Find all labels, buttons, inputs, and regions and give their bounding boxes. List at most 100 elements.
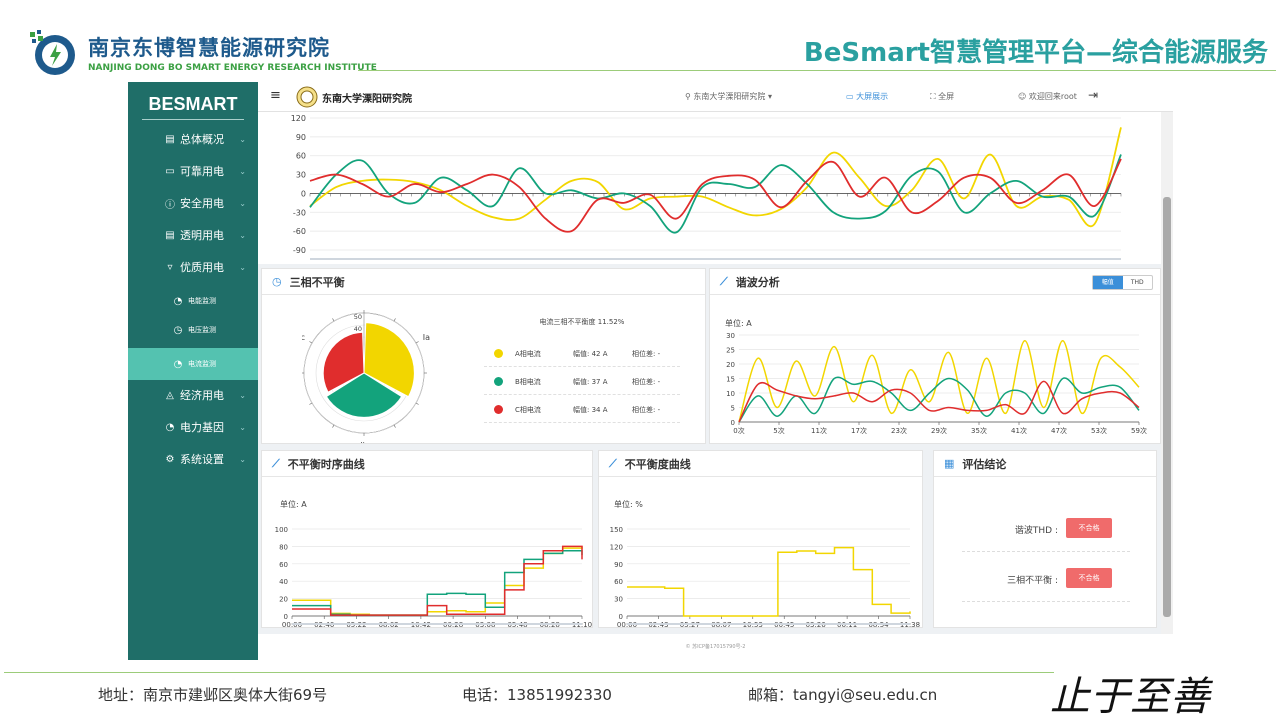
y-tick-label: 60 [296,152,306,161]
sidebar-item-label: 透明用电 [180,229,224,242]
calendar-icon: ▤ [165,133,175,145]
sidebar-item-label: 系统设置 [180,453,224,466]
org-name-cn: 南京东博智慧能源研究院 [88,36,330,60]
gear-icon: ⚙ [165,453,175,465]
radial-bar-ia [363,322,415,398]
scroll-thumb[interactable] [1163,197,1171,617]
x-tick-label: 11次 [811,426,827,435]
sidebar-item-label: 经济用电 [180,389,224,402]
sidebar-item-label: 电流监测 [188,360,216,368]
series-line-2 [309,154,1122,234]
phase-dot-icon [494,377,503,386]
polar-tick [332,424,335,428]
phase-amplitude: 幅值: 34 A [573,406,608,414]
y-tick-label: 60 [614,578,623,586]
line-chart-icon: ⟋ [609,456,617,470]
polar-tick [309,341,313,344]
radial-bar-ib [325,372,403,418]
top-bar: ≡ 东南大学溧阳研究院 ⚲ 东南大学溧阳研究院 ▾ ▭ 大屏展示 ⛶ 全屏 ☺ … [258,82,1173,112]
chevron-down-icon: ⌄ [239,198,246,208]
y-tick-label: 150 [610,526,623,534]
conclusion-divider [962,601,1130,602]
sidebar-item-7[interactable]: ◷ 电压监测 [128,315,258,345]
sidebar-item-10[interactable]: ◔ 电力基因 ⌄ [128,412,258,442]
tab-thd[interactable]: THD [1130,279,1144,286]
phase-name: C相电流 [515,406,541,414]
sidebar-item-3[interactable]: ⓘ 安全用电 ⌄ [128,188,258,218]
phase-angle: 相位差: - [632,378,661,386]
logout-icon[interactable]: ⇥ [1088,88,1099,102]
sidebar-item-4[interactable]: ▤ 透明用电 ⌄ [128,220,258,250]
y-tick-label: 90 [296,133,306,142]
filter-icon: ▿ [167,261,173,273]
footer-divider [4,672,1054,673]
user-icon: ☺ [1018,92,1029,101]
x-tick-label: 59次 [1131,426,1147,435]
status-badge: 不合格 [1066,518,1112,538]
top-line-chart: 120 90 60 30 0 -30 -60 -90 [291,114,1122,260]
user-menu[interactable]: ☺ 欢迎回来root [1018,91,1077,102]
x-tick-label: 0次 [733,426,744,435]
conclusion-title: 评估结论 [962,457,1007,471]
x-tick-label: 47次 [1051,426,1067,435]
y-tick-label: 100 [275,526,288,534]
location-label: 东南大学溧阳研究院 [693,92,766,101]
polar-tick [415,402,419,405]
degree-curve-panel: ⟋不平衡度曲线 单位: % 150120906030000:0002:4305:… [598,450,923,628]
y-tick-label: 30 [614,596,623,604]
polar-tick [415,341,419,344]
location-selector[interactable]: ⚲ 东南大学溧阳研究院 ▾ [685,91,772,102]
chevron-down-icon: ⌄ [239,262,246,272]
harmonic-line-chart: 30 25 20 15 10 5 00次 5次 11次 17次 23次 29次 35次 41次 47次 53次… [726,332,1147,435]
radial-tick-label: 50 [354,313,362,321]
top-line-panel: 120 90 60 30 0 -30 -60 -90 [258,112,1161,264]
sidebar-item-11[interactable]: ⚙ 系统设置 ⌄ [128,444,258,474]
y-tick-label: -90 [293,246,306,255]
sidebar-item-label: 总体概况 [180,133,224,146]
page-scrollbar[interactable] [1161,112,1173,634]
radial-label-ic: Ic [302,333,305,342]
chevron-down-icon: ⌄ [239,454,246,464]
phase-dot-icon [494,405,503,414]
tab-amplitude[interactable]: 幅值 [1093,276,1123,289]
phone-text: 电话：13851992330 [462,686,612,704]
x-tick-label: 35次 [971,426,987,435]
monitor-icon: ▭ [165,165,175,177]
document-icon: ▤ [165,229,175,241]
chevron-down-icon: ⌄ [239,390,246,400]
sidebar-item-6[interactable]: ◔ 电能监测 [128,286,258,316]
conclusion-divider [962,551,1130,552]
sidebar-item-8[interactable]: ◔ 电流监测 [128,348,258,380]
phase-angle: 相位差: - [632,350,661,358]
phase-dot-icon [494,349,503,358]
sidebar: BESMART ▤ 总体概况 ⌄ ▭ 可靠用电 ⌄ ⓘ 安全用电 ⌄ ▤ 透明用电 ⌄ ▿ 优质用电 ⌄ ◔ 电… [128,82,258,660]
imbalance-degree-label: 电流三相不平衡度 11.52% [539,318,625,326]
app-screenshot: BESMART ▤ 总体概况 ⌄ ▭ 可靠用电 ⌄ ⓘ 安全用电 ⌄ ▤ 透明用电 ⌄ ▿ 优质用电 ⌄ ◔ 电… [128,82,1173,660]
status-badge: 不合格 [1066,568,1112,588]
y-tick-label: 0 [731,419,735,427]
series-line-3 [309,158,1122,233]
radial-label-ib: Ib [360,441,367,443]
bigscreen-label: 大屏展示 [856,92,889,101]
bigscreen-button[interactable]: ▭ 大屏展示 [846,91,888,102]
conclusion-panel: ▦ 评估结论 谐波THD : 不合格 三相不平衡 : 不合格 [933,450,1157,628]
fullscreen-button[interactable]: ⛶ 全屏 [930,91,954,102]
harmonic-title: 谐波分析 [735,275,780,289]
x-tick-label: 17次 [851,426,867,435]
welcome-label: 欢迎回来root [1028,92,1077,101]
seq-unit: 单位: A [280,500,307,509]
y-tick-label: -60 [293,227,306,236]
seq-line-chart: 10080604020000:0002:4005:2208:0210:4200:… [275,526,592,627]
brand-logo: BESMART [148,94,238,114]
fullscreen-icon: ⛶ [930,92,939,101]
sidebar-item-9[interactable]: ◬ 经济用电 ⌄ [128,380,258,410]
menu-toggle-icon[interactable]: ≡ [270,88,281,103]
sidebar-item-1[interactable]: ▤ 总体概况 ⌄ [128,124,258,154]
motto-calligraphy: 止于至善 [1050,674,1210,720]
sidebar-item-2[interactable]: ▭ 可靠用电 ⌄ [128,156,258,186]
conclusion-label: 谐波THD : [1014,526,1058,536]
clock-icon: ◷ [173,324,183,336]
harmonic-tabs: 幅值 THD [1092,275,1153,290]
sidebar-item-5[interactable]: ▿ 优质用电 ⌄ [128,252,258,282]
phase-name: B相电流 [515,378,541,386]
